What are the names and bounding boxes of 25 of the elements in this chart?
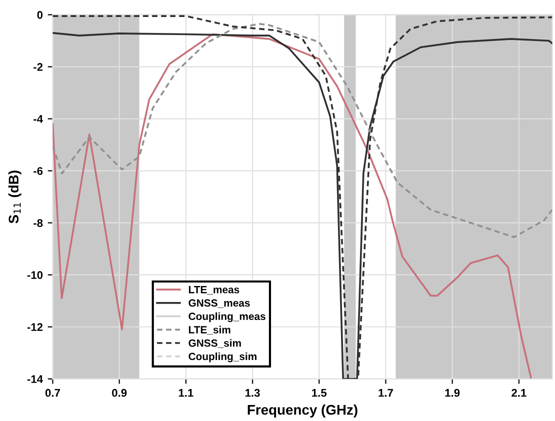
y-tick-label: -2 (34, 63, 43, 71)
x-tick-label: 1.5 (312, 389, 327, 397)
y-tick-label: -6 (34, 167, 43, 175)
y-tick-label: -4 (34, 115, 43, 123)
x-tick-label: 2.1 (512, 388, 526, 397)
legend-label: LTE_meas (188, 286, 240, 294)
legend-label: Coupling_meas (188, 312, 266, 322)
line-series (52, 22, 552, 238)
y-tick-label: -14 (27, 375, 43, 383)
x-tick-label: 0.7 (45, 388, 60, 397)
x-tick-label: 0.9 (112, 388, 127, 397)
y-tick-label: -12 (27, 323, 43, 331)
x-axis-title: Frequency (GHz) (248, 404, 358, 418)
x-tick-label: 1.9 (445, 388, 460, 397)
x-tick-label: 1.3 (246, 388, 260, 397)
x-tick-label: 1.7 (378, 389, 393, 397)
legend-label: LTE_sim (188, 326, 230, 335)
y-tick-label: 0 (37, 11, 43, 19)
legend-label: GNSS_sim (188, 339, 241, 348)
y-tick-label: -8 (34, 219, 43, 227)
y-tick-label: -10 (27, 271, 43, 279)
x-tick-label: 1.1 (178, 389, 194, 397)
legend-label: GNSS_meas (188, 299, 250, 308)
legend-label: Coupling_sim (188, 352, 256, 362)
y-axis-title: S$_{11}$ (dB) (8, 170, 22, 224)
